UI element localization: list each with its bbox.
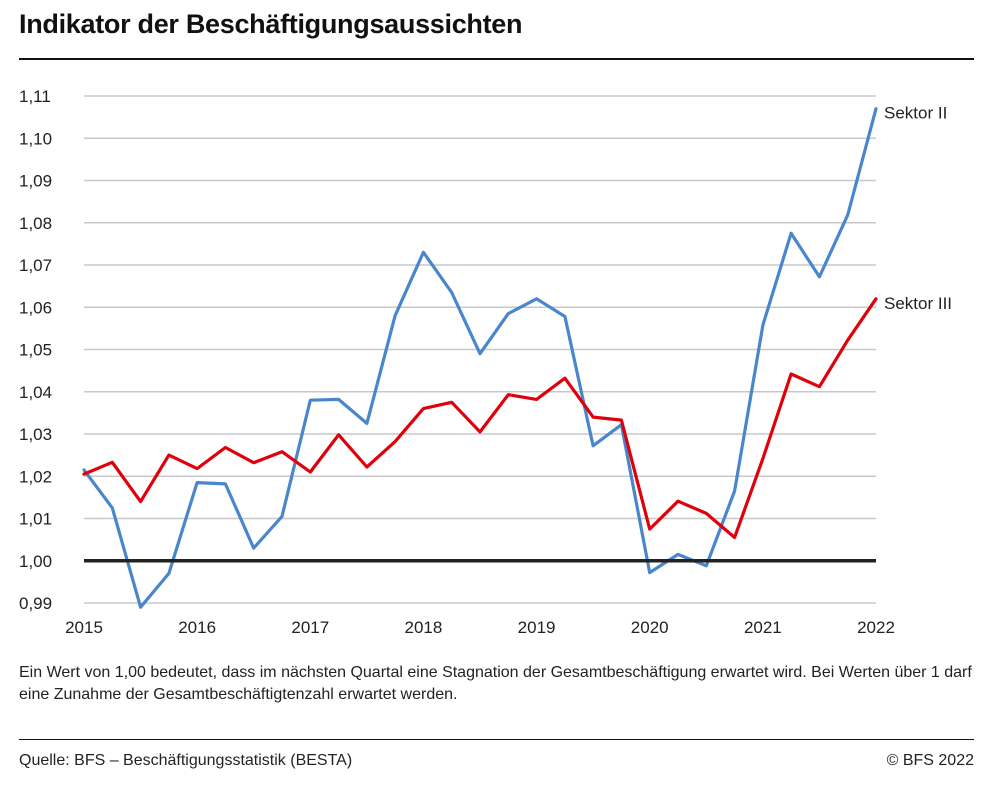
x-tick-label: 2017 bbox=[291, 618, 329, 637]
chart-title: Indikator der Beschäftigungsaussichten bbox=[19, 9, 523, 39]
x-tick-label: 2021 bbox=[744, 618, 782, 637]
y-tick-label: 1,00 bbox=[19, 552, 52, 571]
y-tick-label: 1,01 bbox=[19, 510, 52, 529]
y-tick-label: 1,05 bbox=[19, 341, 52, 360]
series-line-sektor-2 bbox=[82, 107, 878, 609]
y-tick-label: 1,10 bbox=[19, 129, 52, 148]
y-tick-label: 1,04 bbox=[19, 383, 52, 402]
x-tick-label: 2020 bbox=[631, 618, 669, 637]
x-tick-label: 2019 bbox=[518, 618, 556, 637]
series-lines bbox=[82, 107, 878, 609]
x-tick-label: 2016 bbox=[178, 618, 216, 637]
footer-divider bbox=[19, 739, 974, 740]
series-labels: Sektor II Sektor III bbox=[884, 104, 952, 313]
y-axis-ticks: 0,99 1,00 1,01 1,02 1,03 1,04 1,05 1,06 1,07 1,08… bbox=[19, 87, 52, 613]
x-tick-label: 2018 bbox=[405, 618, 443, 637]
y-tick-label: 1,11 bbox=[19, 87, 51, 106]
y-tick-label: 1,07 bbox=[19, 256, 52, 275]
y-tick-label: 1,06 bbox=[19, 298, 52, 317]
y-tick-label: 1,09 bbox=[19, 172, 52, 191]
gridlines bbox=[84, 95, 876, 604]
series-line-sektor-3 bbox=[82, 297, 878, 540]
source-text: Quelle: BFS – Beschäftigungsstatistik (B… bbox=[19, 752, 353, 769]
x-axis-ticks: 2015 2016 2017 2018 2019 2020 2021 2022 bbox=[65, 618, 895, 637]
copyright-text: © BFS 2022 bbox=[886, 752, 974, 769]
x-tick-label: 2015 bbox=[65, 618, 103, 637]
chart-note: Ein Wert von 1,00 bedeutet, dass im näch… bbox=[19, 664, 972, 703]
title-divider bbox=[19, 58, 974, 60]
x-tick-label: 2022 bbox=[857, 618, 895, 637]
series-label-sektor-3: Sektor III bbox=[884, 294, 952, 313]
y-tick-label: 1,08 bbox=[19, 214, 52, 233]
series-label-sektor-2: Sektor II bbox=[884, 104, 947, 123]
y-tick-label: 1,02 bbox=[19, 467, 52, 486]
y-tick-label: 0,99 bbox=[19, 594, 52, 613]
y-tick-label: 1,03 bbox=[19, 425, 52, 444]
line-chart: 0,99 1,00 1,01 1,02 1,03 1,04 1,05 1,06 1,07 1,08… bbox=[19, 87, 952, 637]
